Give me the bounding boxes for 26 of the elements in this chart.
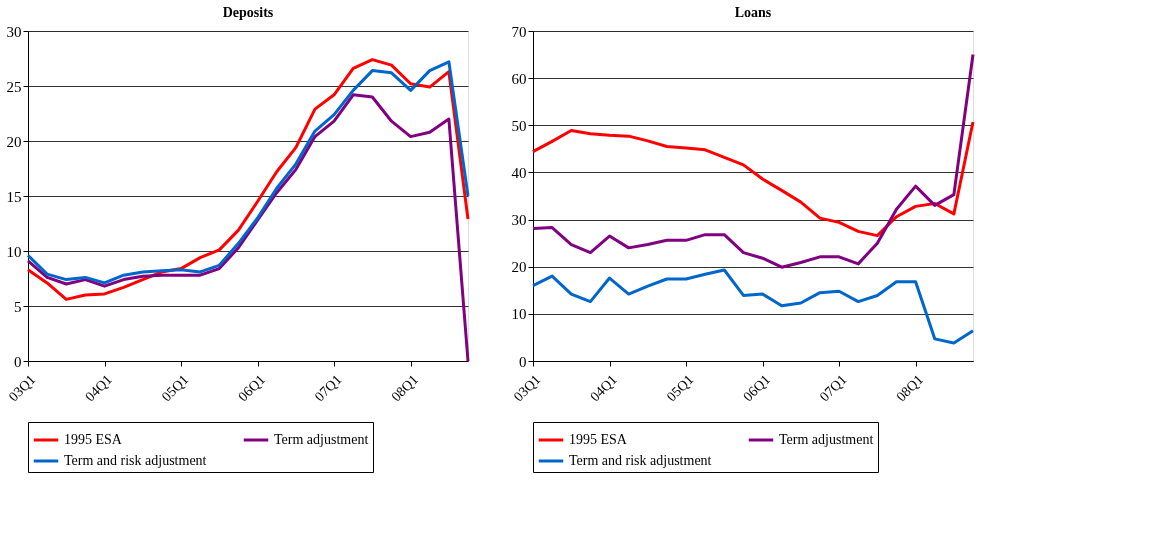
y-tick-label: 5 [14,298,22,315]
y-tick-label: 40 [511,164,527,181]
legend-label: Term and risk adjustment [64,453,207,468]
y-tick-label: 50 [511,117,527,134]
y-tick-label: 70 [511,23,527,40]
y-tick-label: 10 [511,306,527,323]
chart-title: Loans [734,5,772,20]
y-tick-label: 0 [519,353,527,370]
line-series [531,268,975,345]
chart-title: Deposits [222,5,274,20]
y-tick-label: 25 [6,78,22,95]
legend-label: 1995 ESA [569,432,628,447]
y-tick-label: 15 [6,188,22,205]
legend-label: 1995 ESA [64,432,123,447]
y-tick-label: 30 [511,212,527,229]
y-tick-label: 0 [14,353,22,370]
line-series [531,120,975,238]
legend-label: Term adjustment [274,432,369,447]
y-tick-label: 30 [6,23,22,40]
y-tick-label: 10 [6,243,22,260]
y-tick-label: 20 [6,133,22,150]
y-tick-label: 60 [511,70,527,87]
y-tick-label: 20 [511,259,527,276]
legend-label: Term adjustment [779,432,874,447]
legend-label: Term and risk adjustment [569,453,712,468]
line-series [531,53,975,269]
